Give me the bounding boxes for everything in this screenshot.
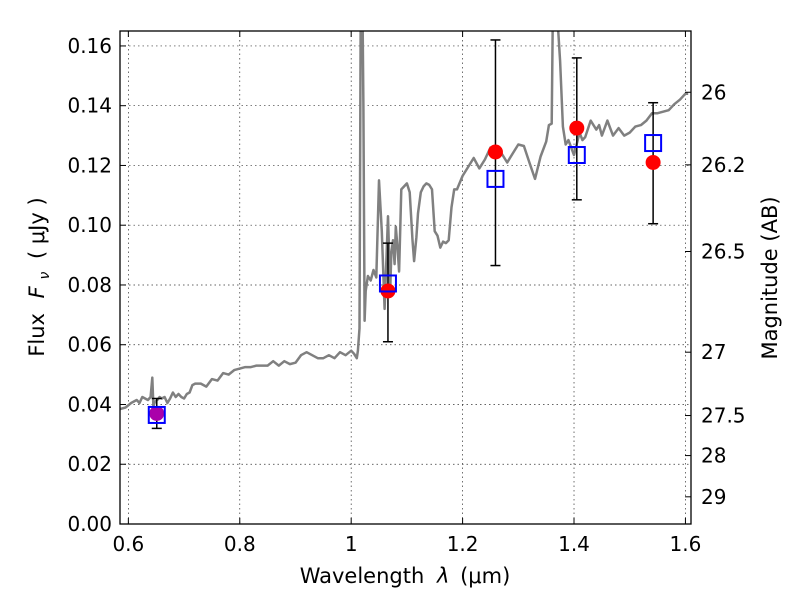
x-tick-label: 1.6: [670, 532, 702, 556]
y-tick-label: 0.14: [67, 94, 112, 118]
y2-tick-label: 27: [701, 340, 726, 364]
y2-tick-label: 28: [701, 444, 726, 468]
model-spectrum-line: [120, 31, 689, 411]
y2-axis-label: Magnitude (AB): [758, 196, 782, 359]
y2-tick-label: 29: [701, 485, 726, 509]
model-photometry-point: [147, 405, 166, 424]
grid-lines: [120, 31, 691, 525]
y-axis-label-text: Flux: [25, 313, 49, 357]
axis-ticks: 0.6 0.8 1 1.2 1.4 1.6 0.00 0.02 0.04 0.06 0.08 0.10…: [67, 31, 746, 556]
y2-tick-label: 27.5: [701, 404, 746, 428]
x-tick-label: 1: [345, 532, 358, 556]
y-axis-label-unit: ( μJy ): [25, 197, 49, 259]
y-tick-label: 0.08: [67, 273, 112, 297]
x-tick-label: 0.6: [112, 532, 144, 556]
plot-frame: [119, 30, 692, 525]
y2-tick-label: 26: [701, 80, 726, 104]
y-tick-label: 0.12: [67, 153, 112, 177]
model-photometry-point: [644, 134, 663, 153]
y-tick-label: 0.00: [67, 512, 112, 536]
x-axis-label-symbol: λ: [436, 564, 449, 588]
x-axis-label-unit: (μm): [460, 564, 510, 588]
y-tick-label: 0.04: [67, 392, 112, 416]
y-tick-label: 0.10: [67, 213, 112, 237]
observed-flux-point: [645, 154, 661, 170]
x-tick-label: 1.4: [558, 532, 590, 556]
y-tick-label: 0.06: [67, 333, 112, 357]
plot-area: [120, 31, 689, 411]
y-tick-label: 0.02: [67, 452, 112, 476]
observed-flux-point: [569, 120, 585, 136]
model-photometry-point: [567, 145, 586, 164]
y-axis-label: Flux F ν ( μJy ): [25, 197, 54, 356]
observed-flux-point: [487, 144, 503, 160]
y2-tick-label: 26.5: [701, 240, 746, 264]
observed-flux-point: [149, 405, 165, 421]
x-tick-label: 0.8: [224, 532, 256, 556]
x-axis-label-text: Wavelength: [300, 564, 425, 588]
x-tick-label: 1.2: [447, 532, 479, 556]
y-axis-label-symbol: F: [25, 285, 49, 298]
data-markers: [147, 39, 663, 430]
y2-tick-label: 26.2: [701, 153, 746, 177]
model-photometry-point: [486, 169, 505, 188]
x-axis-label: Wavelength λ (μm): [300, 564, 511, 588]
y-axis-label-subscript: ν: [37, 272, 53, 280]
model-photometry-point: [378, 274, 397, 293]
y-tick-label: 0.16: [67, 34, 112, 58]
